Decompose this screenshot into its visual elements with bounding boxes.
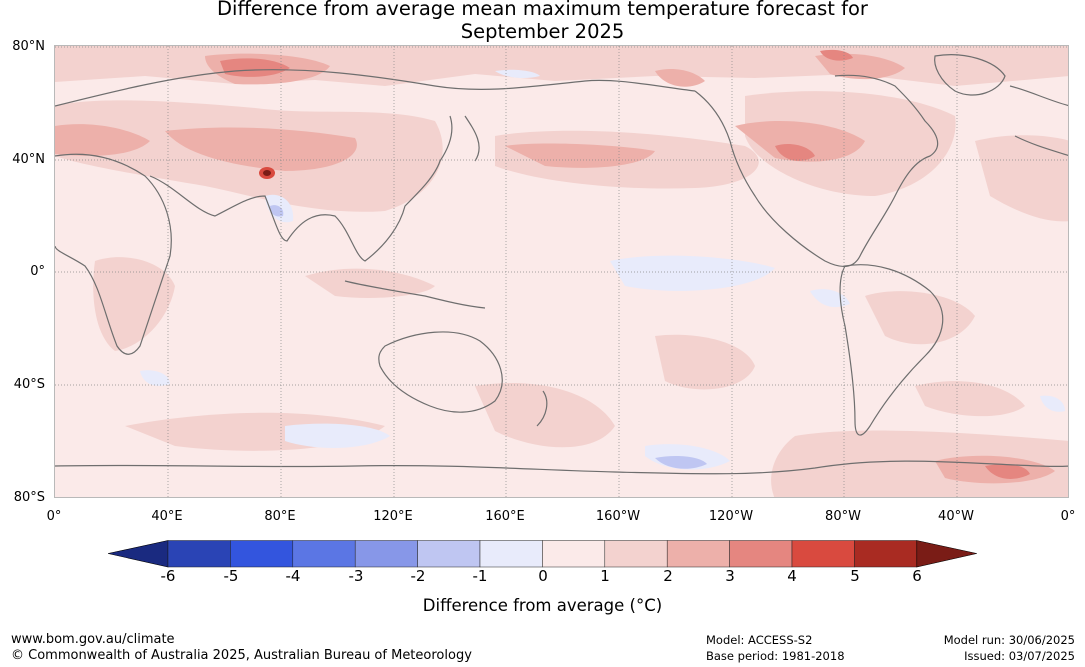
colorbar-tick: 2 [663,567,673,585]
anomaly-map[interactable] [54,45,1069,498]
anomaly-band-3-5 [220,49,1030,479]
colorbar-tick: -4 [285,567,301,585]
lon-label-80e: 80°E [264,509,296,524]
anomaly-map-svg [55,46,1068,497]
colorbar-tick: 1 [600,567,610,585]
lon-label-120w: 120°W [708,509,754,524]
lat-label-40n: 40°N [12,152,45,167]
title-line-1: Difference from average mean maximum tem… [217,0,868,20]
anomaly-band-minus2-minus1 [270,205,707,469]
footer-model: Model: ACCESS-S2 [706,633,813,647]
lat-label-40s: 40°S [13,377,45,392]
footer-issued: Issued: 03/07/2025 [964,649,1075,663]
colorbar-tick: -3 [348,567,364,585]
lon-label-40e: 40°E [151,509,183,524]
chart-title: Difference from average mean maximum tem… [0,0,1085,43]
colorbar-extend-high [916,540,977,568]
gridlines [55,46,1068,497]
colorbar-segment [791,540,855,568]
lon-label-160e: 160°E [485,509,525,524]
colorbar-tick: 3 [725,567,735,585]
footer-model-run: Model run: 30/06/2025 [943,633,1075,647]
colorbar-segment [542,540,606,568]
colorbar-segment [354,540,418,568]
hot-spot [259,167,275,179]
colorbar-segment [604,540,668,568]
colorbar-segments [108,540,977,568]
colorbar-tick: -5 [223,567,239,585]
colorbar-tick: 6 [912,567,922,585]
colorbar-tick: 0 [538,567,548,585]
colorbar-tick: -1 [472,567,488,585]
colorbar-segment [479,540,543,568]
lat-label-80s: 80°S [13,490,45,505]
colorbar-tick: 5 [850,567,860,585]
lon-label-40w: 40°W [938,509,974,524]
colorbar-segment [854,540,918,568]
lon-label-0-right: 0° [1060,509,1076,524]
lon-label-0-left: 0° [46,509,62,524]
lon-label-160w: 160°W [595,509,641,524]
colorbar-segment [729,540,793,568]
lat-label-80n: 80°N [12,39,45,54]
colorbar-segment [292,540,356,568]
colorbar-extend-low [108,540,169,568]
colorbar [108,540,977,568]
colorbar-segment [417,540,481,568]
colorbar-tick: -2 [410,567,426,585]
colorbar-segment [230,540,294,568]
lat-label-0: 0° [30,264,45,279]
lon-label-80w: 80°W [825,509,861,524]
lon-label-120e: 120°E [373,509,413,524]
colorbar-tick: 4 [787,567,797,585]
title-line-2: September 2025 [460,20,625,43]
colorbar-segment [666,540,730,568]
footer-copyright: © Commonwealth of Australia 2025, Austra… [11,648,472,663]
colorbar-label: Difference from average (°C) [422,596,663,615]
colorbar-tick: -6 [160,567,176,585]
anomaly-band-minus1-0 [140,69,1065,470]
footer-website: www.bom.gov.au/climate [11,632,175,647]
footer-base-period: Base period: 1981-2018 [706,649,845,663]
coastlines [55,54,1068,475]
colorbar-segment [167,540,231,568]
